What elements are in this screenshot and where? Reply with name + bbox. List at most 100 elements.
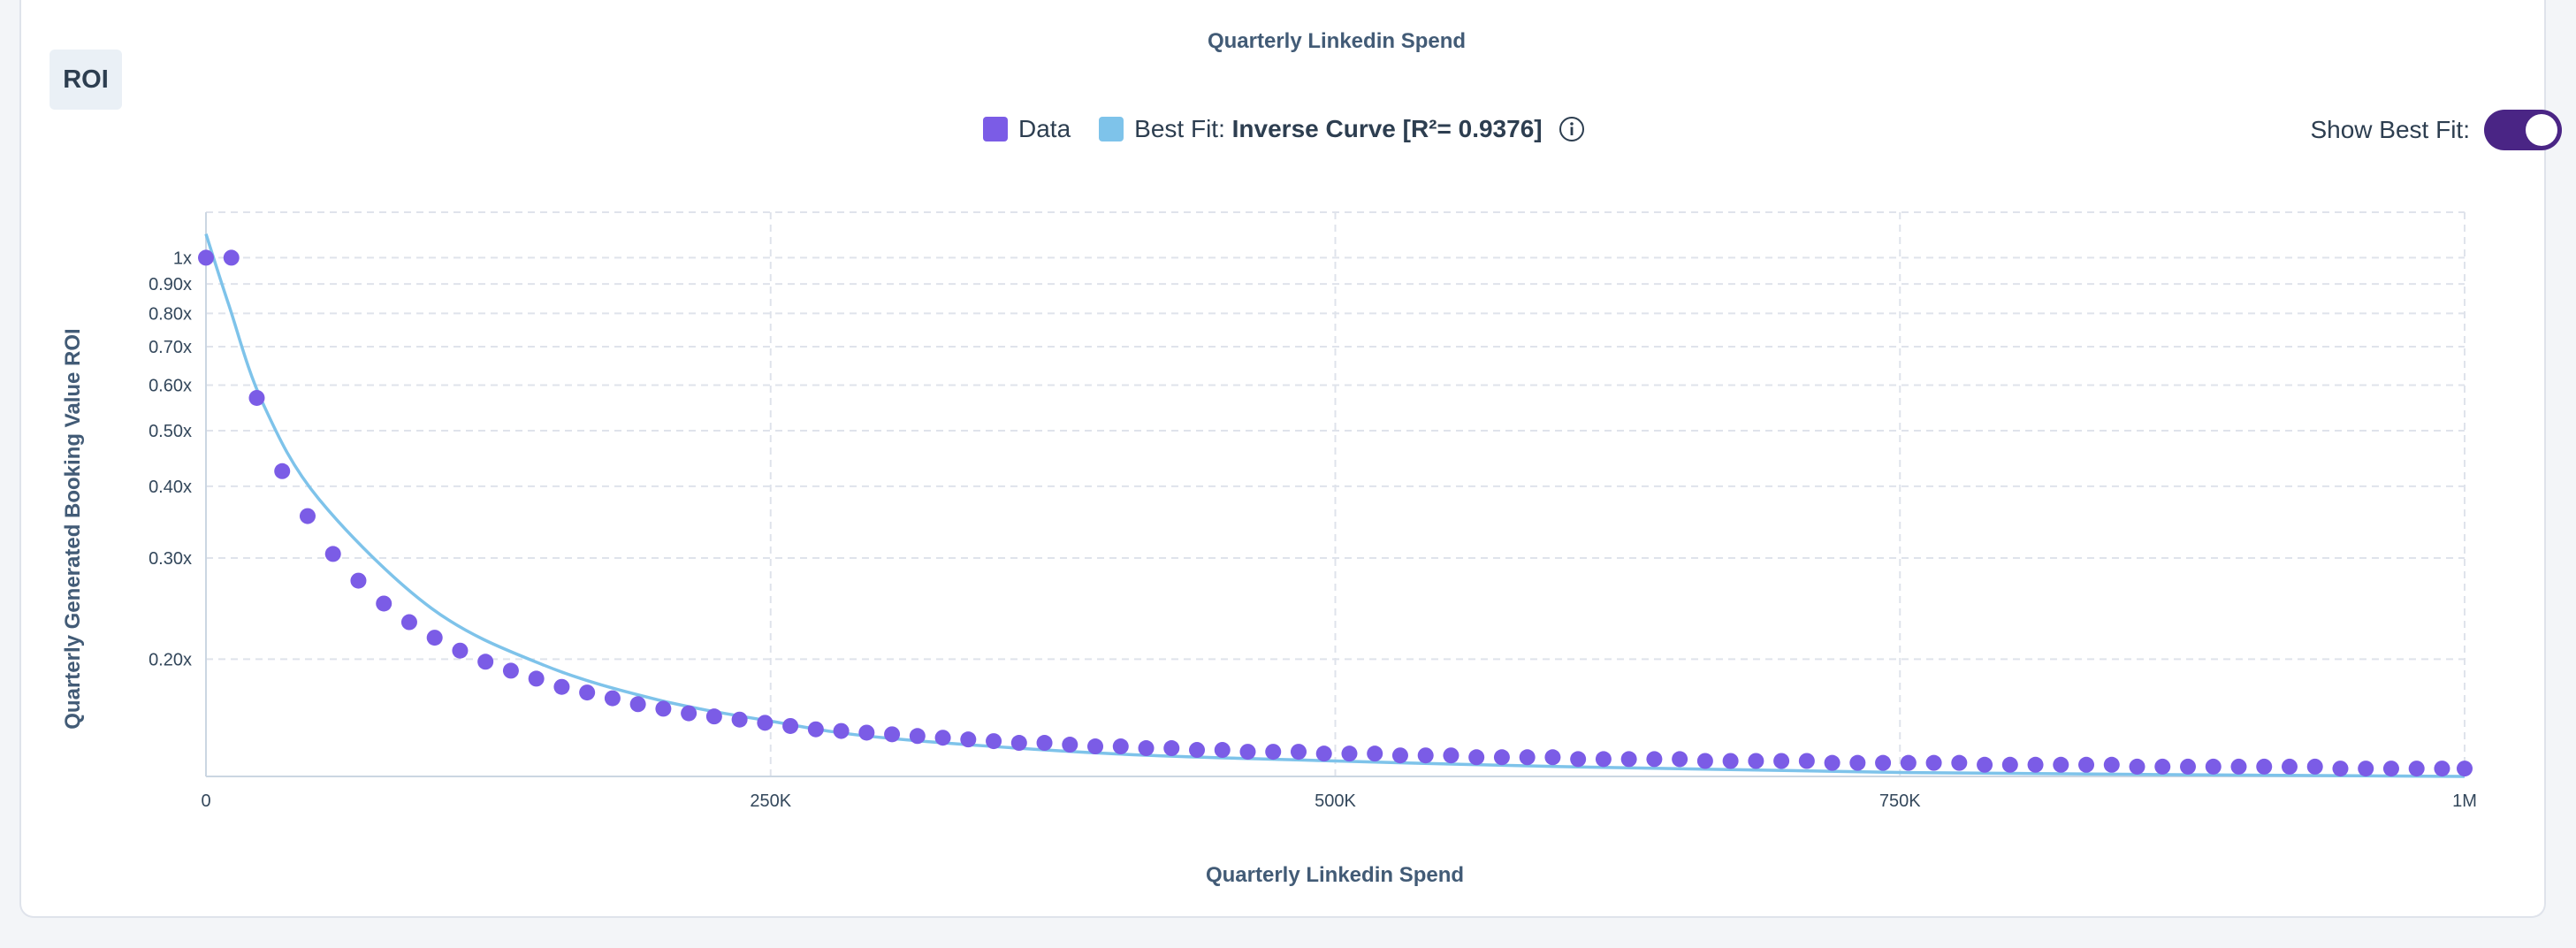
data-point[interactable] (960, 731, 977, 748)
data-point[interactable] (731, 711, 748, 728)
data-point[interactable] (1417, 747, 1434, 764)
data-point[interactable] (1239, 744, 1256, 761)
data-point[interactable] (1951, 754, 1968, 771)
data-point[interactable] (1367, 745, 1383, 762)
data-point[interactable] (1112, 738, 1129, 755)
data-point[interactable] (1493, 749, 1510, 766)
data-point[interactable] (1138, 740, 1155, 757)
data-point[interactable] (986, 733, 1002, 750)
data-point[interactable] (1900, 754, 1917, 771)
data-point[interactable] (604, 690, 621, 707)
legend-fit-value: Inverse Curve [R²= 0.9376] (1231, 115, 1543, 142)
data-point[interactable] (2154, 758, 2171, 775)
data-point[interactable] (2281, 758, 2298, 775)
data-point[interactable] (223, 249, 240, 266)
data-point[interactable] (2001, 756, 2018, 773)
data-point[interactable] (1977, 756, 1993, 773)
data-point[interactable] (2382, 761, 2399, 777)
data-point[interactable] (1722, 753, 1739, 769)
data-point[interactable] (1265, 744, 1282, 761)
data-point[interactable] (2027, 756, 2044, 773)
data-point[interactable] (1443, 747, 1459, 764)
data-point[interactable] (452, 642, 469, 659)
data-point[interactable] (1748, 753, 1764, 769)
data-point[interactable] (884, 726, 901, 743)
data-point[interactable] (502, 662, 519, 679)
data-point[interactable] (705, 708, 722, 725)
data-point[interactable] (1189, 742, 1206, 759)
data-point[interactable] (1798, 753, 1815, 769)
data-point[interactable] (1315, 745, 1332, 762)
data-point[interactable] (2358, 761, 2374, 777)
data-point[interactable] (1163, 740, 1180, 757)
data-point[interactable] (2078, 756, 2095, 773)
data-point[interactable] (579, 684, 596, 701)
data-point[interactable] (2103, 756, 2120, 773)
data-point[interactable] (934, 730, 951, 746)
data-point[interactable] (1010, 735, 1027, 752)
data-point[interactable] (1519, 749, 1536, 766)
data-point[interactable] (1290, 744, 1307, 761)
data-point[interactable] (1620, 751, 1637, 768)
data-point[interactable] (1696, 753, 1713, 769)
data-point[interactable] (1062, 737, 1078, 753)
data-point[interactable] (2434, 761, 2450, 777)
roi-tab[interactable]: ROI (50, 50, 122, 110)
data-point[interactable] (528, 670, 545, 687)
data-point[interactable] (1925, 754, 1942, 771)
info-icon[interactable] (1559, 116, 1585, 142)
data-point[interactable] (400, 614, 417, 631)
data-point[interactable] (350, 572, 367, 589)
data-point[interactable] (681, 705, 697, 722)
x-tick-label: 0 (201, 791, 210, 811)
data-point[interactable] (655, 700, 672, 717)
data-point[interactable] (1773, 753, 1790, 769)
data-point[interactable] (1849, 754, 1866, 771)
data-point[interactable] (1646, 751, 1663, 768)
data-point[interactable] (553, 678, 570, 695)
data-point[interactable] (1036, 735, 1053, 752)
y-tick-labels: 1x 0.90x 0.80x 0.70x 0.60x 0.50x 0.40x 0.30x 0.2… (149, 248, 192, 669)
data-point[interactable] (1595, 751, 1612, 768)
data-point[interactable] (2205, 758, 2222, 775)
data-point[interactable] (198, 249, 214, 266)
data-point[interactable] (324, 546, 341, 562)
data-point[interactable] (757, 715, 774, 731)
y-tick-label: 0.40x (149, 478, 192, 497)
data-point[interactable] (782, 717, 799, 734)
data-point[interactable] (1544, 749, 1561, 766)
data-point[interactable] (2306, 758, 2323, 775)
data-point[interactable] (1341, 745, 1358, 762)
data-swatch (983, 117, 1008, 141)
data-point[interactable] (477, 654, 494, 670)
data-point[interactable] (2332, 761, 2349, 777)
data-point[interactable] (2053, 756, 2069, 773)
data-point[interactable] (1391, 747, 1408, 764)
data-point[interactable] (858, 724, 875, 741)
data-point[interactable] (2230, 758, 2247, 775)
data-point[interactable] (1468, 749, 1485, 766)
y-tick-label: 1x (173, 248, 192, 268)
data-point[interactable] (2180, 758, 2197, 775)
data-point[interactable] (376, 595, 392, 612)
data-point[interactable] (1087, 738, 1104, 755)
best-fit-toggle[interactable] (2484, 110, 2562, 150)
data-point[interactable] (1875, 754, 1892, 771)
data-point[interactable] (2129, 758, 2145, 775)
data-point[interactable] (2408, 761, 2425, 777)
data-point[interactable] (1214, 742, 1231, 759)
data-point[interactable] (1672, 751, 1688, 768)
data-point[interactable] (833, 722, 850, 739)
data-point[interactable] (299, 508, 316, 524)
x-axis-title: Quarterly Linkedin Spend (1206, 863, 1464, 887)
data-point[interactable] (426, 630, 443, 646)
data-point[interactable] (629, 696, 646, 713)
data-point[interactable] (1824, 754, 1841, 771)
data-point[interactable] (807, 721, 824, 738)
data-point[interactable] (2457, 761, 2473, 777)
data-point[interactable] (1570, 751, 1587, 768)
data-point[interactable] (909, 728, 926, 745)
data-point[interactable] (248, 389, 265, 406)
data-point[interactable] (274, 463, 291, 479)
data-point[interactable] (2256, 758, 2273, 775)
